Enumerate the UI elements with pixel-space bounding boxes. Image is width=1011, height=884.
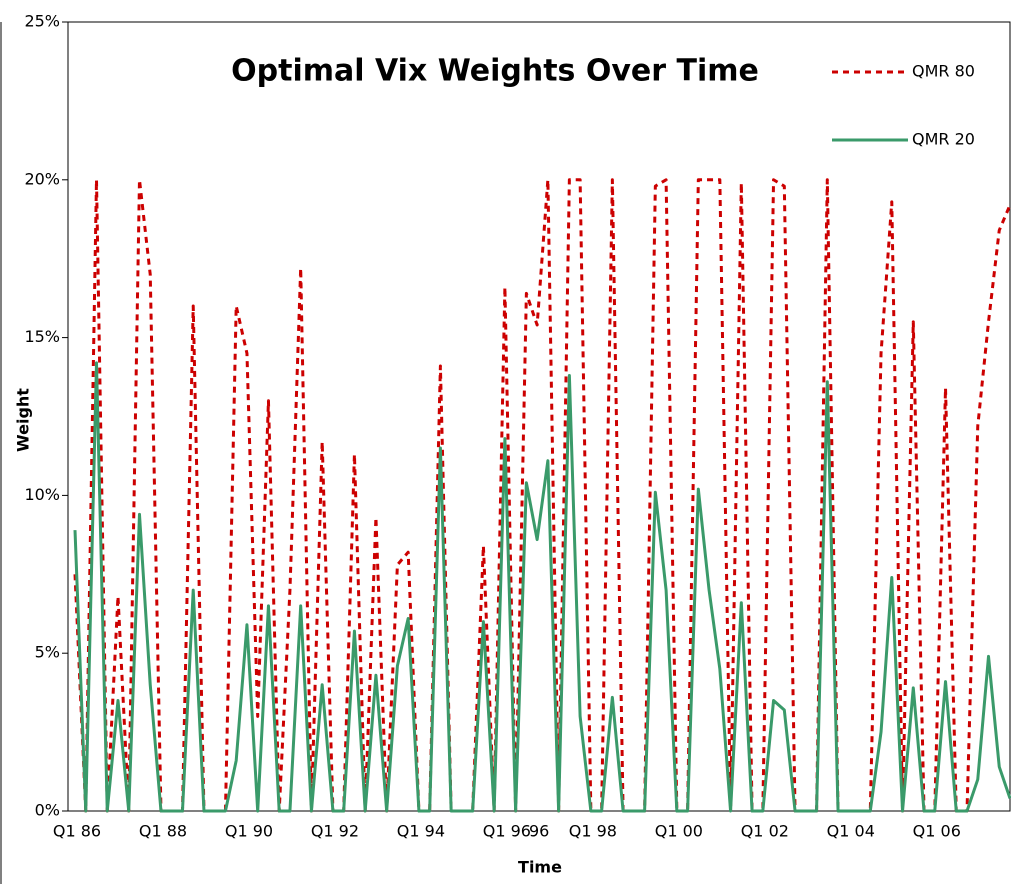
y-axis-label: Weight (14, 388, 33, 452)
x-tick-label: Q1 90 (225, 822, 273, 841)
y-tick-label: 20% (24, 169, 60, 188)
x-tick-label: Q1 86 (53, 822, 101, 841)
x-tick-label: Q1 04 (827, 822, 875, 841)
legend-label: QMR 20 (912, 130, 975, 149)
x-tick-label: 96 (529, 822, 549, 841)
x-tick-label: Q1 92 (311, 822, 359, 841)
legend-label: QMR 80 (912, 62, 975, 81)
x-tick-label: Q1 88 (139, 822, 187, 841)
x-tick-label: Q1 06 (913, 822, 961, 841)
chart-title: Optimal Vix Weights Over Time (231, 54, 759, 89)
x-tick-label: Q1 02 (741, 822, 789, 841)
x-axis-label: Time (518, 858, 562, 877)
y-tick-label: 0% (35, 801, 60, 820)
plot-area (67, 21, 1011, 812)
x-tick-label: Q1 00 (655, 822, 703, 841)
x-tick-label: Q1 94 (397, 822, 445, 841)
y-tick-label: 15% (24, 327, 60, 346)
y-tick-label: 10% (24, 485, 60, 504)
y-tick-label: 25% (24, 12, 60, 31)
x-tick-label: Q1 96 (483, 822, 531, 841)
y-tick-label: 5% (35, 643, 60, 662)
x-tick-label: Q1 98 (569, 822, 617, 841)
series-line (73, 361, 1011, 813)
